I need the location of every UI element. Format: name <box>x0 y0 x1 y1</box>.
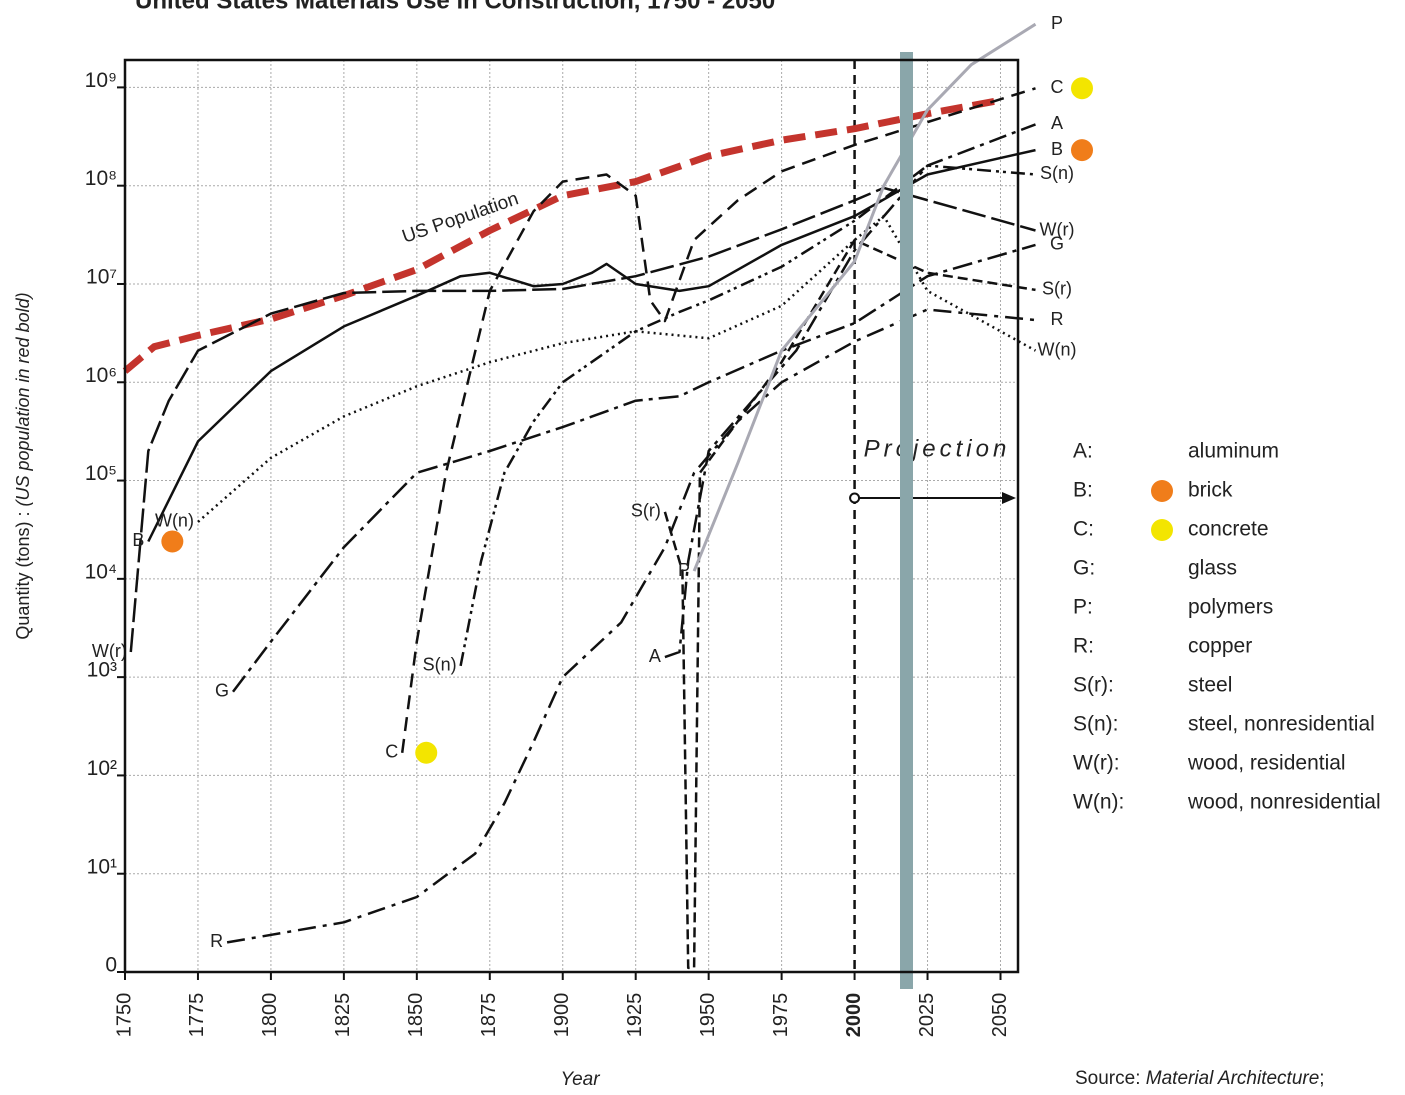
series-end-label: W(n) <box>1038 339 1077 359</box>
x-tick-label: 1975 <box>770 993 792 1038</box>
legend-label: glass <box>1188 557 1237 580</box>
series-marker <box>1071 77 1093 100</box>
y-tick-label: 10² <box>87 757 117 780</box>
legend-key: C: <box>1073 518 1094 541</box>
legend-label: brick <box>1188 479 1233 502</box>
legend-label: steel <box>1188 674 1232 697</box>
series-end-label: G <box>1050 234 1064 254</box>
projection-start <box>849 492 861 504</box>
x-tick-label: 2050 <box>989 993 1011 1038</box>
series-end-label: A <box>1051 113 1063 133</box>
legend-label: wood, residential <box>1187 752 1346 775</box>
series-line <box>122 96 1002 374</box>
series-start-label: S(r) <box>631 501 661 521</box>
y-axis-label-note: (US population in red bold) <box>13 292 33 506</box>
series-start-label: S(n) <box>423 655 457 675</box>
y-tick-label: 10⁹ <box>85 69 117 92</box>
series-end-label: S(r) <box>1042 279 1072 299</box>
x-tick-label: 1800 <box>259 993 281 1038</box>
series-start-label: B <box>132 530 144 550</box>
series-line <box>147 148 1036 543</box>
series-line <box>459 164 1036 667</box>
source-prefix: Source: <box>1075 1068 1146 1089</box>
legend-label: steel, nonresidential <box>1188 713 1375 736</box>
series-line <box>226 308 1036 944</box>
series-marker <box>161 530 184 553</box>
series-end-label: R <box>1051 309 1064 329</box>
series-end-label: P <box>1051 13 1063 33</box>
legend-key: S(n): <box>1073 713 1119 736</box>
x-tick-label: 1950 <box>697 993 719 1038</box>
series-start-label: W(r) <box>92 641 127 661</box>
x-tick-label: 1850 <box>405 993 427 1038</box>
legend-label: polymers <box>1188 596 1273 619</box>
series-end-label: B <box>1051 139 1063 159</box>
x-axis-label: Year <box>560 1069 600 1090</box>
current-year-band <box>900 52 913 989</box>
series-start-label: G <box>215 681 229 701</box>
x-tick-label: 1875 <box>478 993 500 1038</box>
series-end-label: W(r) <box>1040 219 1075 239</box>
y-tick-label: 10⁷ <box>86 266 117 289</box>
projection-label: Projection <box>864 435 1011 462</box>
legend-key: W(r): <box>1073 752 1120 775</box>
y-tick-label: 10⁵ <box>85 462 117 485</box>
x-tick-label: 1900 <box>551 993 573 1038</box>
x-tick-label: 2000 <box>843 993 865 1038</box>
series-marker <box>1071 139 1093 162</box>
projection-arrowhead <box>1002 492 1016 504</box>
legend-key: B: <box>1073 479 1093 502</box>
series-start-label: C <box>385 742 398 762</box>
legend-marker <box>1151 519 1173 541</box>
series-line <box>663 238 1036 970</box>
y-tick-label: 10¹ <box>87 855 117 878</box>
series-start-label: P <box>678 560 690 580</box>
source-suffix: ; <box>1319 1068 1324 1089</box>
y-axis-label-main: Quantity (tons) : <box>13 507 33 640</box>
legend-marker <box>1151 480 1173 502</box>
y-tick-label: 0 <box>105 954 117 977</box>
series-start-label: A <box>649 646 661 666</box>
series-start-label: W(n) <box>155 511 194 531</box>
series-marker <box>415 741 438 764</box>
y-tick-label: 10⁶ <box>85 364 117 387</box>
plot-frame <box>123 58 1020 974</box>
series-start-label: R <box>210 931 223 951</box>
series-end-label: C <box>1051 77 1064 97</box>
series-end-label: S(n) <box>1040 163 1074 183</box>
legend-key: G: <box>1073 557 1095 580</box>
legend-key: R: <box>1073 635 1094 658</box>
legend-label: concrete <box>1188 518 1269 541</box>
x-tick-label: 2025 <box>916 993 938 1038</box>
legend-label: aluminum <box>1188 440 1279 463</box>
x-tick-label: 1775 <box>186 993 208 1038</box>
series-line <box>692 22 1037 572</box>
y-tick-label: 10⁴ <box>85 560 117 583</box>
y-tick-label: 10⁸ <box>85 167 117 190</box>
legend-label: wood, nonresidential <box>1187 791 1381 814</box>
x-tick-label: 1750 <box>113 993 135 1038</box>
legend-key: A: <box>1073 440 1093 463</box>
legend-key: S(r): <box>1073 674 1114 697</box>
series-line <box>232 243 1036 693</box>
x-tick-label: 1825 <box>332 993 354 1038</box>
source-title: Material Architecture <box>1146 1068 1320 1089</box>
y-axis-label: Quantity (tons) : (US population in red … <box>13 292 33 639</box>
legend-key: W(n): <box>1073 791 1124 814</box>
series-line <box>400 87 1036 753</box>
source: Source: Material Architecture; <box>1075 1068 1325 1089</box>
x-tick-label: 1925 <box>624 993 646 1038</box>
chart-title: United States Materials Use in Construct… <box>135 0 775 14</box>
legend-key: P: <box>1073 596 1093 619</box>
y-tick-label: 10³ <box>87 659 117 682</box>
legend-label: copper <box>1188 635 1252 658</box>
